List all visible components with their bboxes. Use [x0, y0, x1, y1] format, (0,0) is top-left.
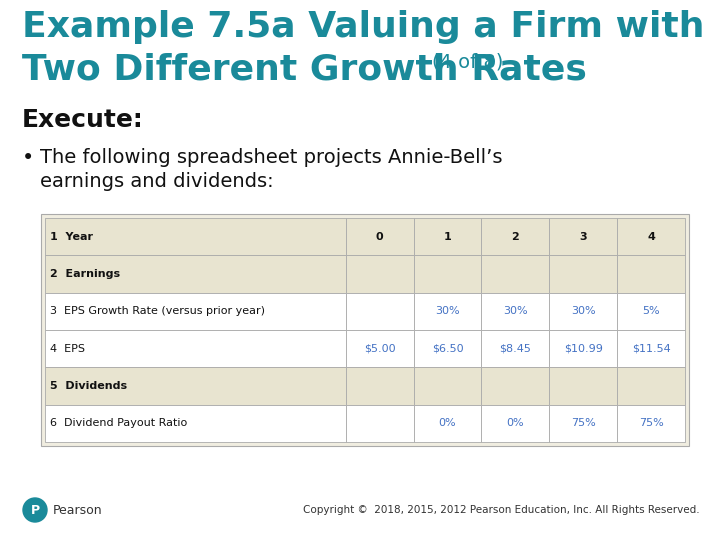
Bar — [45, 218, 346, 255]
Text: Pearson: Pearson — [53, 503, 103, 516]
Bar — [617, 404, 685, 442]
Bar — [346, 293, 413, 330]
Bar — [482, 367, 549, 404]
Text: The following spreadsheet projects Annie-Bell’s: The following spreadsheet projects Annie… — [40, 148, 503, 167]
Bar — [413, 367, 482, 404]
Bar — [549, 367, 617, 404]
Text: 75%: 75% — [639, 418, 663, 428]
Bar — [346, 404, 413, 442]
Bar — [346, 255, 413, 293]
Text: 75%: 75% — [571, 418, 595, 428]
Text: $6.50: $6.50 — [432, 343, 464, 354]
Bar — [549, 293, 617, 330]
Bar — [413, 293, 482, 330]
Bar — [45, 404, 346, 442]
Text: Example 7.5a Valuing a Firm with: Example 7.5a Valuing a Firm with — [22, 10, 704, 44]
Text: 0%: 0% — [438, 418, 456, 428]
Bar — [45, 367, 346, 404]
Text: 2  Earnings: 2 Earnings — [50, 269, 120, 279]
Text: 0: 0 — [376, 232, 384, 242]
Text: 2: 2 — [511, 232, 519, 242]
Text: 6  Dividend Payout Ratio: 6 Dividend Payout Ratio — [50, 418, 187, 428]
Text: 5%: 5% — [642, 306, 660, 316]
Bar — [617, 367, 685, 404]
Text: 3: 3 — [580, 232, 587, 242]
Text: 5  Dividends: 5 Dividends — [50, 381, 127, 391]
Text: $5.00: $5.00 — [364, 343, 395, 354]
Text: 4: 4 — [647, 232, 655, 242]
Text: earnings and dividends:: earnings and dividends: — [40, 172, 274, 191]
Bar — [45, 255, 346, 293]
Bar — [617, 255, 685, 293]
Bar — [41, 214, 689, 446]
Text: $11.54: $11.54 — [631, 343, 670, 354]
Bar — [617, 330, 685, 367]
Text: 4  EPS: 4 EPS — [50, 343, 85, 354]
Bar — [346, 367, 413, 404]
Text: $8.45: $8.45 — [500, 343, 531, 354]
Text: Copyright ©  2018, 2015, 2012 Pearson Education, Inc. All Rights Reserved.: Copyright © 2018, 2015, 2012 Pearson Edu… — [303, 505, 700, 515]
Circle shape — [23, 498, 47, 522]
Text: (4 of 8): (4 of 8) — [432, 52, 503, 71]
Bar — [45, 293, 346, 330]
Bar — [413, 404, 482, 442]
Text: 30%: 30% — [436, 306, 460, 316]
Text: $10.99: $10.99 — [564, 343, 603, 354]
Text: Two Different Growth Rates: Two Different Growth Rates — [22, 52, 587, 86]
Text: 1: 1 — [444, 232, 451, 242]
Bar — [413, 330, 482, 367]
Text: 30%: 30% — [503, 306, 528, 316]
Text: 0%: 0% — [507, 418, 524, 428]
Bar — [482, 330, 549, 367]
Bar — [549, 404, 617, 442]
Bar — [482, 404, 549, 442]
Text: Execute:: Execute: — [22, 108, 144, 132]
Bar — [549, 218, 617, 255]
Bar — [346, 330, 413, 367]
Text: •: • — [22, 148, 35, 168]
Text: 1  Year: 1 Year — [50, 232, 93, 242]
Bar — [346, 218, 413, 255]
Bar — [549, 255, 617, 293]
Text: P: P — [30, 503, 40, 516]
Bar — [413, 255, 482, 293]
Bar — [617, 293, 685, 330]
Text: 30%: 30% — [571, 306, 595, 316]
Bar — [482, 293, 549, 330]
Bar — [45, 330, 346, 367]
Bar — [617, 218, 685, 255]
Text: 3  EPS Growth Rate (versus prior year): 3 EPS Growth Rate (versus prior year) — [50, 306, 265, 316]
Bar — [482, 218, 549, 255]
Bar — [482, 255, 549, 293]
Bar — [549, 330, 617, 367]
Bar — [413, 218, 482, 255]
